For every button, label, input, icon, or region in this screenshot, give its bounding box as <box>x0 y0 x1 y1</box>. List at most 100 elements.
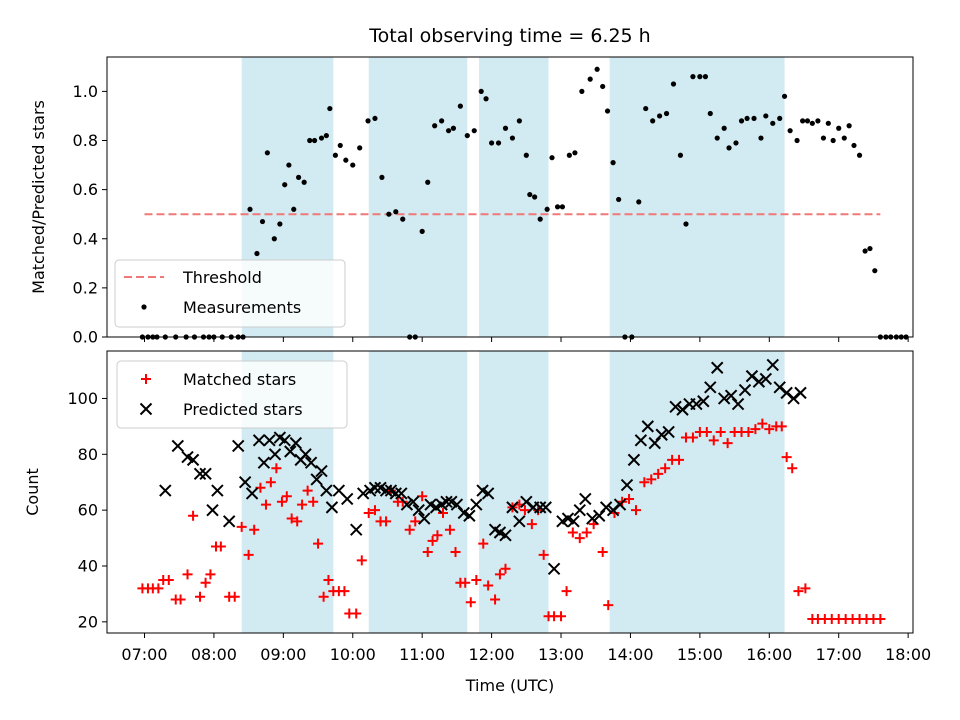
data-point-dot <box>809 120 815 126</box>
data-point-dot <box>523 152 529 158</box>
data-point-plus <box>422 547 433 558</box>
data-point-plus <box>597 547 608 558</box>
legend-measurements-swatch <box>141 304 147 310</box>
data-point-dot <box>332 152 339 158</box>
data-point-dot <box>296 174 302 180</box>
data-point-dot <box>862 248 868 254</box>
data-point-x <box>211 484 224 497</box>
data-point-x <box>717 392 731 405</box>
data-point-dot <box>643 105 649 112</box>
data-point-dot <box>702 74 709 80</box>
data-point-x <box>199 467 212 481</box>
data-point-dot <box>471 128 477 134</box>
data-point-x <box>450 498 464 511</box>
data-point-plus <box>603 600 614 611</box>
data-point-dot <box>650 118 656 124</box>
data-point-x <box>356 487 370 500</box>
data-point-x <box>171 439 185 453</box>
legend-threshold-label: Threshold <box>182 268 262 287</box>
data-point-dot <box>350 162 356 168</box>
data-point-x <box>690 397 703 411</box>
data-point-x <box>794 386 807 400</box>
data-point-dot <box>393 209 399 215</box>
data-point-x <box>159 484 172 497</box>
data-point-x <box>499 529 512 542</box>
data-point-dot <box>483 96 489 102</box>
data-point-dot <box>323 132 329 139</box>
data-point-dot <box>663 110 670 117</box>
data-point-dot <box>259 218 266 225</box>
data-point-plus <box>188 510 199 521</box>
data-point-plus <box>450 547 461 558</box>
data-point-dot <box>781 93 788 99</box>
data-point-plus <box>215 541 226 552</box>
data-point-x <box>697 395 710 408</box>
data-point-dot <box>247 206 253 212</box>
data-point-plus <box>875 614 886 625</box>
data-point-x <box>759 372 773 386</box>
data-point-x <box>278 434 291 447</box>
data-point-plus <box>417 491 428 502</box>
data-point-dot <box>657 113 663 119</box>
data-point-x <box>412 503 425 517</box>
data-point-plus <box>646 474 657 485</box>
x-tick-label: 10:00 <box>330 645 376 664</box>
data-point-x <box>586 512 599 525</box>
data-point-dot <box>721 125 727 131</box>
data-point-x <box>506 501 519 514</box>
data-point-dot <box>291 206 297 212</box>
data-point-plus <box>313 538 324 549</box>
data-point-plus <box>432 530 443 541</box>
data-point-plus <box>500 563 511 574</box>
x-tick-label: 09:00 <box>260 645 306 664</box>
data-point-x <box>634 434 648 447</box>
y-tick-label: 0.2 <box>73 278 98 297</box>
data-point-dot <box>286 162 292 168</box>
data-point-x <box>470 498 483 511</box>
data-point-x <box>299 448 312 461</box>
data-point-x <box>368 481 382 495</box>
data-point-x <box>289 436 303 450</box>
data-point-plus <box>701 426 712 437</box>
data-point-x <box>263 434 276 447</box>
data-point-dot <box>787 128 793 134</box>
data-point-dot <box>841 135 847 141</box>
data-point-plus <box>153 583 164 594</box>
data-point-plus <box>490 594 501 605</box>
data-point-plus <box>404 524 415 535</box>
data-point-dot <box>464 132 470 139</box>
data-point-dot <box>610 160 616 166</box>
data-point-dot <box>738 118 745 124</box>
data-point-plus <box>460 577 471 588</box>
data-point-plus <box>471 574 482 585</box>
data-point-dot <box>770 120 776 126</box>
data-point-dot <box>566 152 572 158</box>
data-point-dot <box>758 135 764 141</box>
legend-predicted-label: Predicted stars <box>183 400 303 419</box>
data-point-x <box>711 361 724 374</box>
data-point-x <box>222 515 236 528</box>
legend-box <box>114 259 346 328</box>
data-point-x <box>599 501 613 514</box>
data-point-dot <box>254 250 260 257</box>
data-point-dot <box>544 206 550 212</box>
data-point-x <box>547 562 561 575</box>
plot-frame <box>106 350 914 634</box>
data-point-dot <box>357 145 363 151</box>
data-point-dot <box>450 125 457 131</box>
data-point-dot <box>825 120 831 126</box>
legend-box <box>116 360 348 429</box>
y-tick-label: 100 <box>67 389 98 408</box>
data-point-dot <box>820 135 827 141</box>
data-point-x <box>304 456 318 469</box>
data-point-plus <box>781 452 792 463</box>
data-point-x <box>620 478 634 492</box>
data-point-dot <box>379 174 385 180</box>
data-point-dot <box>733 140 739 146</box>
data-point-plus <box>793 586 804 597</box>
data-point-dot <box>516 118 522 124</box>
y-tick-label: 1.0 <box>73 82 98 101</box>
observing-window-shade <box>368 57 468 337</box>
data-point-plus <box>318 591 329 602</box>
